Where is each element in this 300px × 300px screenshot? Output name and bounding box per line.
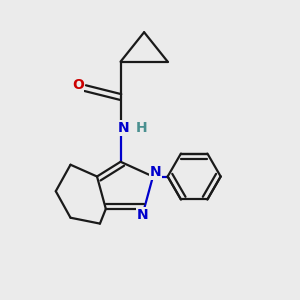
Text: N: N <box>137 208 148 222</box>
Text: N: N <box>118 121 129 135</box>
Text: N: N <box>150 165 162 179</box>
Text: H: H <box>136 121 148 135</box>
Text: O: O <box>72 78 84 92</box>
